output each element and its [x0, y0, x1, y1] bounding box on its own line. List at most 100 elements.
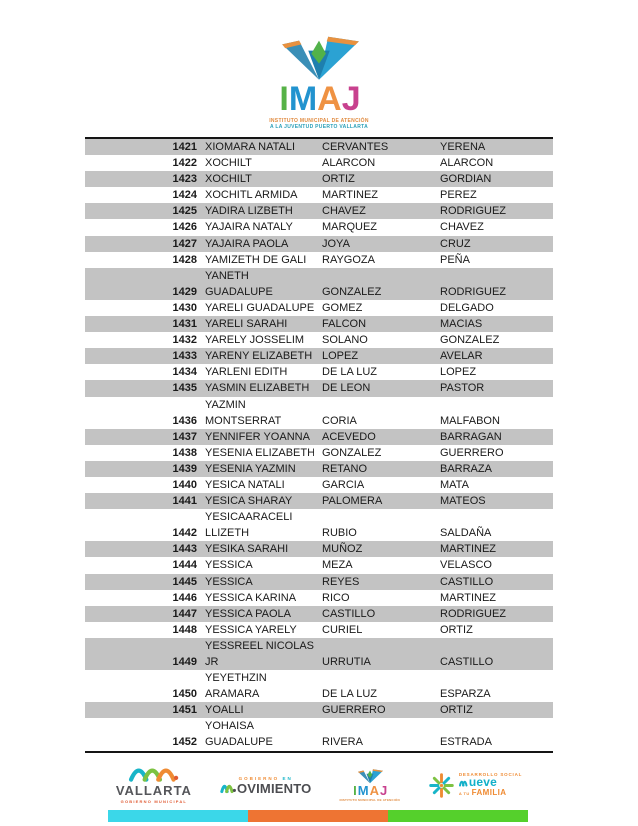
row-maternal-surname: MATEOS: [440, 495, 486, 508]
row-first-name: YOHAISA GUADALUPE: [205, 720, 273, 749]
table-row: 1424 XOCHITL ARMIDA MARTINEZ PEREZ: [85, 187, 553, 203]
row-first-name: YOALLI: [205, 704, 244, 717]
row-id: 1437: [172, 430, 197, 443]
movimiento-wordmark-row: OVIMIENTO: [220, 782, 312, 795]
row-paternal-surname: LOPEZ: [322, 350, 359, 363]
row-maternal-surname: PEÑA: [440, 253, 470, 266]
table-row: 1436 YAZMIN MONTSERRAT CORIA MALFABON: [85, 397, 553, 429]
row-id: 1439: [172, 462, 197, 475]
table-row: 1423 XOCHILT ORTIZ GORDIAN: [85, 171, 553, 188]
row-first-name: YESSICA: [205, 575, 253, 588]
row-id: 1430: [172, 301, 197, 314]
footer-bar-segment: [108, 810, 248, 822]
row-paternal-surname: CURIEL: [322, 623, 363, 636]
table-row: 1437 YENNIFER YOANNA ACEVEDO BARRAGAN: [85, 428, 553, 445]
row-maternal-surname: MARTINEZ: [440, 591, 497, 604]
vallarta-logo: VALLARTA GOBIERNO MUNICIPAL: [116, 766, 192, 804]
table-row: 1442 YESICAARACELI LLIZETH RUBIO SALDAÑA: [85, 509, 553, 541]
row-paternal-surname: GARCIA: [322, 478, 365, 491]
footer-bar-segment: [248, 810, 388, 822]
footer-bar-segment: [388, 810, 528, 822]
row-paternal-surname: RICO: [322, 591, 350, 604]
row-paternal-surname: GONZALEZ: [322, 285, 382, 298]
table-row: 1435 YASMIN ELIZABETH DE LEON PASTOR: [85, 380, 553, 397]
table-row: 1450 YEYETHZIN ARAMARA DE LA LUZ ESPARZA: [85, 670, 553, 702]
row-first-name: YESSREEL NICOLAS JR: [205, 639, 314, 668]
table-row: 1421 XIOMARA NATALI CERVANTES YERENA: [85, 139, 553, 156]
row-first-name: YESSICA PAOLA: [205, 607, 292, 620]
vallarta-wordmark: VALLARTA: [115, 783, 192, 799]
table-row: 1444 YESSICA MEZA VELASCO: [85, 557, 553, 573]
a-tu-label: A TU: [458, 791, 470, 796]
row-maternal-surname: YERENA: [440, 141, 486, 153]
row-paternal-surname: DE LEON: [322, 382, 371, 395]
row-first-name: XIOMARA NATALI: [205, 141, 296, 153]
row-paternal-surname: RIVERA: [322, 736, 363, 749]
row-first-name: XOCHILT: [205, 173, 252, 186]
row-first-name: YARENY ELIZABETH: [205, 350, 313, 363]
wave-m-icon: [458, 780, 468, 786]
table-row: 1448 YESSICA YARELY CURIEL ORTIZ: [85, 622, 553, 638]
desarrollo-text: DESARROLLO SOCIAL ueve A TU FAMILIA: [458, 772, 523, 798]
row-id: 1440: [172, 478, 197, 491]
row-maternal-surname: AVELAR: [440, 350, 483, 363]
row-id: 1433: [172, 350, 197, 363]
logo-caption-line1: INSTITUTO MUNICIPAL DE ATENCIÓN: [269, 118, 369, 124]
row-paternal-surname: FALCON: [322, 318, 367, 331]
row-maternal-surname: ORTIZ: [440, 704, 473, 717]
row-id: 1429: [172, 285, 197, 298]
desarrollo-social-label: DESARROLLO SOCIAL: [458, 772, 523, 777]
row-id: 1447: [172, 607, 197, 620]
row-id: 1441: [172, 495, 197, 508]
imaj-logo: IMAJ INSTITUTO MUNICIPAL DE ATENCIÓN A L…: [0, 36, 638, 130]
row-maternal-surname: CRUZ: [440, 237, 471, 250]
row-id: 1426: [172, 221, 197, 234]
table-row: 1429 YANETH GUADALUPE GONZALEZ RODRIGUEZ: [85, 267, 553, 300]
row-first-name: YESSICA: [205, 559, 253, 572]
row-id: 1448: [172, 623, 197, 636]
table-row: 1428 YAMIZETH DE GALI RAYGOZA PEÑA: [85, 252, 553, 268]
row-id: 1423: [172, 173, 197, 186]
row-maternal-surname: GONZALEZ: [440, 334, 500, 347]
imaj-letter: M: [288, 80, 317, 118]
row-maternal-surname: LOPEZ: [440, 366, 477, 379]
row-paternal-surname: RETANO: [322, 462, 368, 475]
row-first-name: YARELI GUADALUPE: [205, 301, 314, 314]
row-paternal-surname: ACEVEDO: [322, 430, 376, 443]
row-paternal-surname: MARQUEZ: [322, 221, 377, 234]
row-first-name: YARELY JOSSELIM: [205, 334, 305, 347]
row-paternal-surname: MEZA: [322, 559, 353, 572]
row-paternal-surname: CORIA: [322, 414, 357, 427]
row-id: 1427: [172, 237, 197, 250]
row-maternal-surname: BARRAGAN: [440, 430, 502, 443]
movimiento-wordmark: OVIMIENTO: [236, 780, 312, 796]
en-label: EN: [282, 775, 293, 781]
table-row: 1434 YARLENI EDITH DE LA LUZ LOPEZ: [85, 364, 553, 380]
imaj-letter: A: [369, 782, 379, 798]
row-paternal-surname: GOMEZ: [322, 301, 363, 314]
row-paternal-surname: DE LA LUZ: [322, 366, 378, 379]
row-first-name: YENNIFER YOANNA: [205, 430, 310, 443]
imaj-letters: IMAJ: [278, 80, 360, 118]
row-paternal-surname: GUERRERO: [322, 704, 386, 717]
logo-caption-line2: A LA JUVENTUD PUERTO VALLARTA: [269, 124, 369, 130]
roster-table: 1421 XIOMARA NATALI CERVANTES YERENA 1422 XOC…: [85, 137, 553, 753]
table-row: 1438 YESENIA ELIZABETH GONZALEZ GUERRERO: [85, 445, 553, 461]
table-row: 1445 YESSICA REYES CASTILLO: [85, 573, 553, 590]
row-paternal-surname: CHAVEZ: [322, 205, 366, 218]
row-first-name: YAJAIRA NATALY: [205, 221, 293, 234]
row-first-name: YESSICA KARINA: [205, 591, 297, 604]
row-id: 1431: [172, 318, 197, 331]
row-first-name: YASMIN ELIZABETH: [205, 382, 310, 395]
row-maternal-surname: GUERRERO: [440, 446, 504, 459]
familia-row: A TU FAMILIA: [459, 787, 507, 798]
row-id: 1444: [172, 559, 197, 572]
row-maternal-surname: DELGADO: [440, 301, 494, 314]
row-id: 1436: [172, 414, 197, 427]
table-row: 1425 YADIRA LIZBETH CHAVEZ RODRIGUEZ: [85, 203, 553, 220]
row-paternal-surname: CASTILLO: [322, 607, 376, 620]
row-paternal-surname: ALARCON: [322, 157, 376, 170]
row-first-name: YESICA NATALI: [205, 478, 285, 491]
